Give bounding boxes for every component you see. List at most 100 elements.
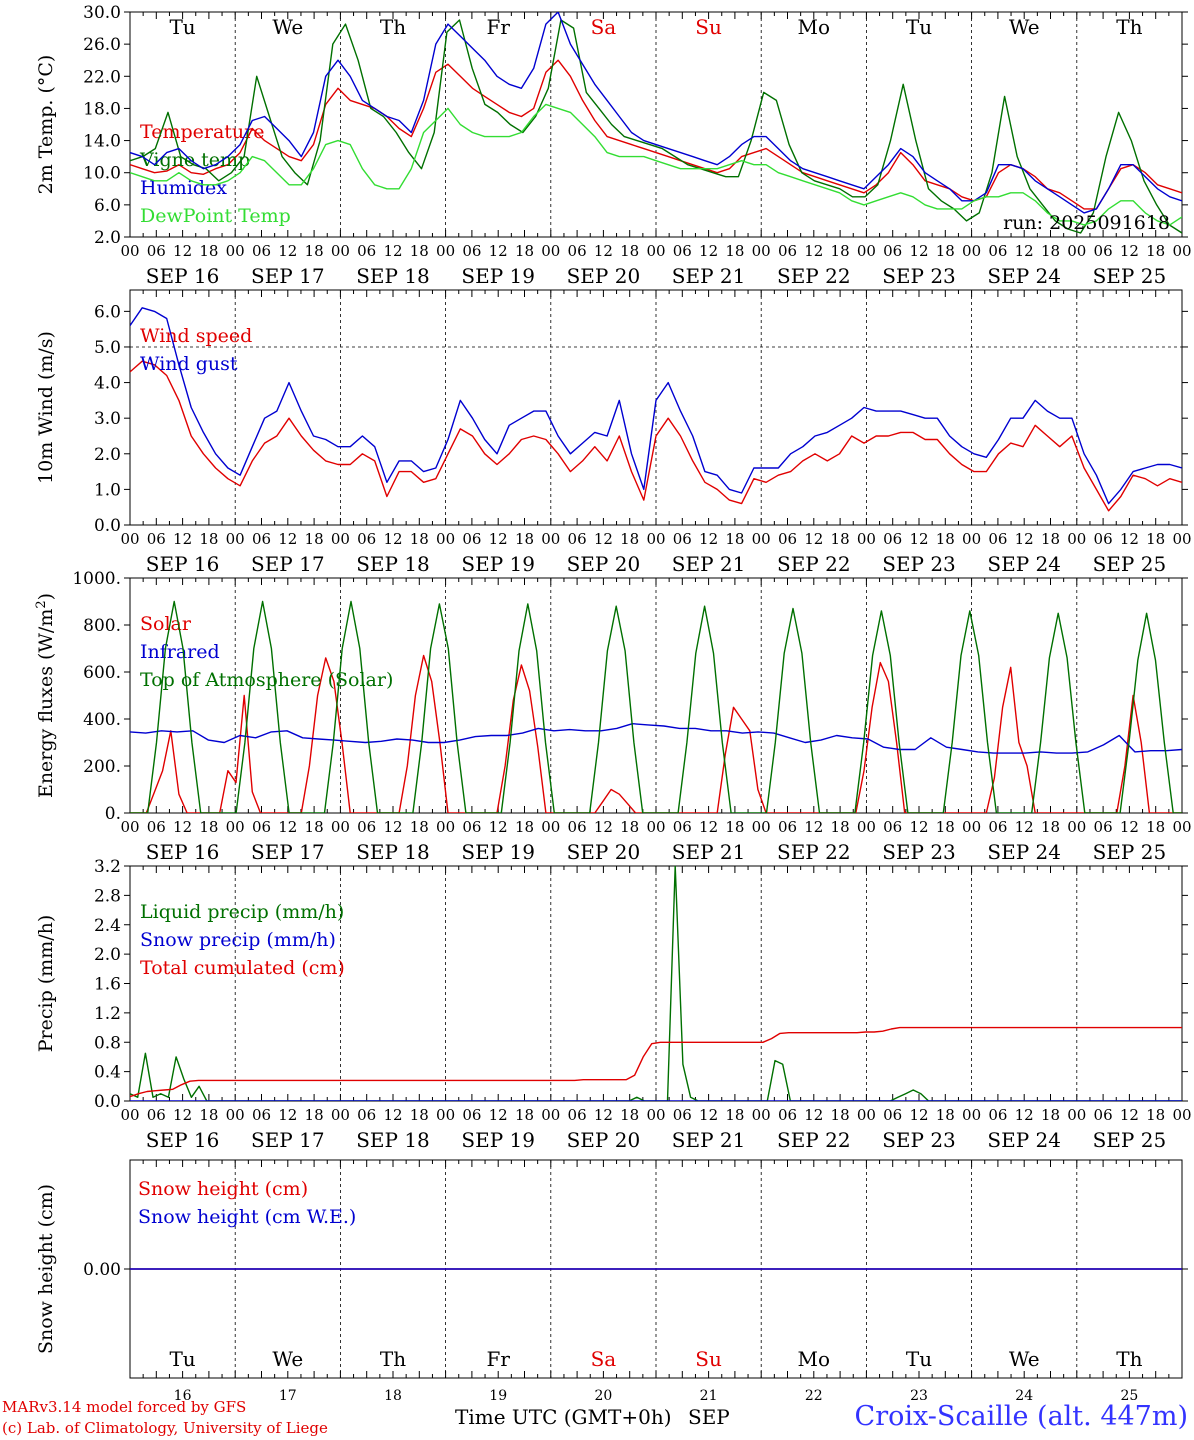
energy-hour-label: 18: [515, 818, 534, 836]
energy-hour-label: 18: [410, 818, 429, 836]
precip-series-total-cumulated-cm: [130, 1026, 1182, 1098]
temp-hour-label: 12: [173, 242, 192, 260]
precip-hour-label: 00: [541, 1106, 560, 1124]
energy-date-label: SEP 25: [1093, 840, 1167, 864]
wind-y-tick-label: 0.0: [94, 516, 121, 536]
precip-hour-label: 00: [226, 1106, 245, 1124]
temp-hour-label: 00: [752, 242, 771, 260]
precip-date-label: SEP 24: [987, 1128, 1061, 1152]
temp-y-tick-label: 10.0: [83, 164, 121, 184]
temp-day-name: Th: [380, 15, 406, 39]
wind-date-label: SEP 17: [251, 552, 325, 576]
wind-date-label: SEP 22: [777, 552, 851, 576]
energy-hour-label: 12: [909, 818, 928, 836]
x-axis-title: Time UTC (GMT+0h): [455, 1405, 672, 1429]
energy-y-tick-label: 600.: [83, 663, 121, 683]
temp-hour-label: 00: [1067, 242, 1086, 260]
precip-legend-snow-precip-mm-h: Snow precip (mm/h): [140, 929, 336, 951]
wind-hour-label: 06: [778, 530, 797, 548]
temp-y-tick-label: 14.0: [83, 132, 121, 152]
precip-hour-label: 00: [646, 1106, 665, 1124]
wind-hour-label: 00: [1172, 530, 1191, 548]
energy-y-axis-title: Energy fluxes (W/m2): [34, 593, 57, 798]
snow-day-number: 25: [1120, 1388, 1138, 1404]
wind-hour-label: 00: [857, 530, 876, 548]
temp-legend-vigne-temp: Vigne temp: [139, 149, 250, 171]
wind-hour-label: 18: [1146, 530, 1165, 548]
precip-legend-liquid-precip-mm-h: Liquid precip (mm/h): [140, 901, 344, 923]
precip-hour-label: 12: [383, 1106, 402, 1124]
precip-hour-label: 00: [436, 1106, 455, 1124]
precip-hour-label: 12: [804, 1106, 823, 1124]
temp-day-name: Sa: [591, 15, 617, 39]
energy-date-label: SEP 16: [146, 840, 220, 864]
energy-date-label: SEP 21: [672, 840, 746, 864]
wind-hour-label: 00: [226, 530, 245, 548]
precip-hour-label: 18: [515, 1106, 534, 1124]
precip-hour-label: 12: [173, 1106, 192, 1124]
temp-hour-label: 06: [568, 242, 587, 260]
wind-hour-label: 12: [1120, 530, 1139, 548]
temp-hour-label: 12: [489, 242, 508, 260]
precip-date-label: SEP 22: [777, 1128, 851, 1152]
temp-hour-label: 06: [1094, 242, 1113, 260]
precip-hour-label: 18: [620, 1106, 639, 1124]
temp-date-label: SEP 23: [882, 264, 956, 288]
temp-hour-label: 00: [226, 242, 245, 260]
snow-day-name: Th: [380, 1347, 406, 1371]
precip-hour-label: 06: [252, 1106, 271, 1124]
precip-hour-label: 12: [1015, 1106, 1034, 1124]
temp-hour-label: 18: [305, 242, 324, 260]
energy-hour-label: 00: [226, 818, 245, 836]
wind-hour-label: 12: [699, 530, 718, 548]
precip-hour-label: 12: [278, 1106, 297, 1124]
energy-hour-label: 06: [357, 818, 376, 836]
wind-date-label: SEP 16: [146, 552, 220, 576]
precip-hour-label: 12: [489, 1106, 508, 1124]
temp-day-name: We: [272, 15, 303, 39]
wind-y-tick-label: 4.0: [94, 374, 121, 394]
temp-hour-label: 12: [1120, 242, 1139, 260]
precip-y-tick-label: 2.8: [94, 886, 121, 906]
wind-hour-label: 00: [962, 530, 981, 548]
wind-hour-label: 00: [752, 530, 771, 548]
wind-hour-label: 12: [909, 530, 928, 548]
energy-hour-label: 06: [462, 818, 481, 836]
energy-hour-label: 06: [988, 818, 1007, 836]
precip-hour-label: 06: [568, 1106, 587, 1124]
temp-hour-label: 06: [988, 242, 1007, 260]
energy-date-label: SEP 24: [987, 840, 1061, 864]
temp-hour-label: 00: [857, 242, 876, 260]
snow-legend-snow-height-cm: Snow height (cm): [138, 1178, 308, 1200]
credit-line-2: (c) Lab. of Climatology, University of L…: [2, 1419, 328, 1437]
energy-hour-label: 06: [147, 818, 166, 836]
temp-hour-label: 12: [278, 242, 297, 260]
temp-hour-label: 00: [962, 242, 981, 260]
wind-series-wind-gust: [130, 307, 1182, 505]
precip-y-tick-label: 1.6: [94, 975, 121, 995]
energy-hour-label: 06: [1094, 818, 1113, 836]
wind-hour-label: 06: [147, 530, 166, 548]
temp-hour-label: 00: [120, 242, 139, 260]
precip-hour-label: 00: [857, 1106, 876, 1124]
wind-hour-label: 12: [278, 530, 297, 548]
wind-legend-wind-gust: Wind gust: [140, 353, 238, 375]
snow-day-name: Th: [1116, 1347, 1142, 1371]
temp-hour-label: 00: [646, 242, 665, 260]
snow-day-number: 20: [594, 1388, 612, 1404]
energy-hour-label: 18: [936, 818, 955, 836]
temp-series-vigne-temp: [130, 19, 1182, 234]
energy-hour-label: 00: [1172, 818, 1191, 836]
temp-date-label: SEP 18: [356, 264, 430, 288]
energy-hour-label: 12: [173, 818, 192, 836]
temp-hour-label: 06: [778, 242, 797, 260]
energy-hour-label: 00: [120, 818, 139, 836]
precip-hour-label: 12: [1120, 1106, 1139, 1124]
wind-hour-label: 12: [383, 530, 402, 548]
energy-y-tick-label: 800.: [83, 616, 121, 636]
wind-hour-label: 00: [1067, 530, 1086, 548]
energy-date-label: SEP 22: [777, 840, 851, 864]
temp-hour-label: 12: [699, 242, 718, 260]
wind-date-label: SEP 25: [1093, 552, 1167, 576]
energy-hour-label: 12: [1015, 818, 1034, 836]
